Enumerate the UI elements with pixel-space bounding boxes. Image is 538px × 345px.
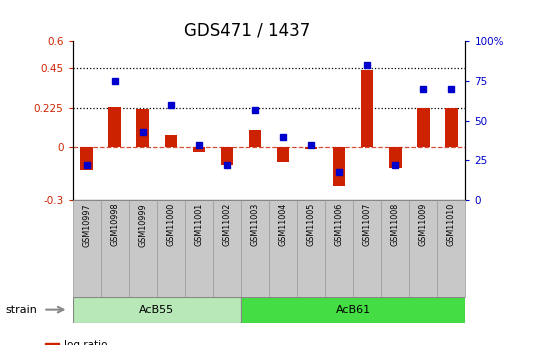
Bar (445, 108, 458, 147)
Bar (221, 147, 233, 165)
Bar (108, 107, 121, 147)
Bar (417, 108, 430, 147)
Bar (297, 200, 325, 297)
Bar (137, 109, 149, 147)
Text: AcB55: AcB55 (139, 305, 174, 315)
Bar (80, 147, 93, 170)
Text: GSM11007: GSM11007 (363, 203, 372, 246)
Text: GSM11010: GSM11010 (447, 203, 456, 246)
Text: GSM11009: GSM11009 (419, 203, 428, 246)
Bar (73, 200, 101, 297)
Bar (389, 147, 401, 168)
Text: strain: strain (5, 305, 37, 315)
Bar (241, 200, 269, 297)
Bar (241, 297, 465, 323)
Bar (45, 343, 59, 345)
Bar (269, 200, 297, 297)
Text: log ratio: log ratio (64, 340, 108, 345)
Bar (165, 135, 177, 147)
Text: GDS471 / 1437: GDS471 / 1437 (185, 22, 310, 40)
Bar (305, 147, 317, 149)
Bar (129, 200, 157, 297)
Text: GSM11004: GSM11004 (279, 203, 287, 246)
Text: GSM11006: GSM11006 (335, 203, 344, 246)
Text: GSM11005: GSM11005 (307, 203, 316, 246)
Bar (249, 130, 261, 147)
Text: GSM11000: GSM11000 (166, 203, 175, 246)
Bar (213, 200, 241, 297)
Bar (73, 297, 241, 323)
Text: GSM11002: GSM11002 (222, 203, 231, 246)
Bar (437, 200, 465, 297)
Bar (361, 70, 373, 147)
Bar (185, 200, 213, 297)
Bar (333, 147, 345, 186)
Text: GSM10998: GSM10998 (110, 203, 119, 246)
Bar (101, 200, 129, 297)
Text: GSM11001: GSM11001 (194, 203, 203, 246)
Bar (325, 200, 353, 297)
Bar (193, 147, 205, 151)
Bar (277, 147, 289, 162)
Text: GSM11008: GSM11008 (391, 203, 400, 246)
Bar (157, 200, 185, 297)
Text: GSM10997: GSM10997 (82, 203, 91, 247)
Text: GSM11003: GSM11003 (251, 203, 259, 246)
Bar (409, 200, 437, 297)
Bar (381, 200, 409, 297)
Text: GSM10999: GSM10999 (138, 203, 147, 247)
Bar (353, 200, 381, 297)
Text: AcB61: AcB61 (336, 305, 371, 315)
